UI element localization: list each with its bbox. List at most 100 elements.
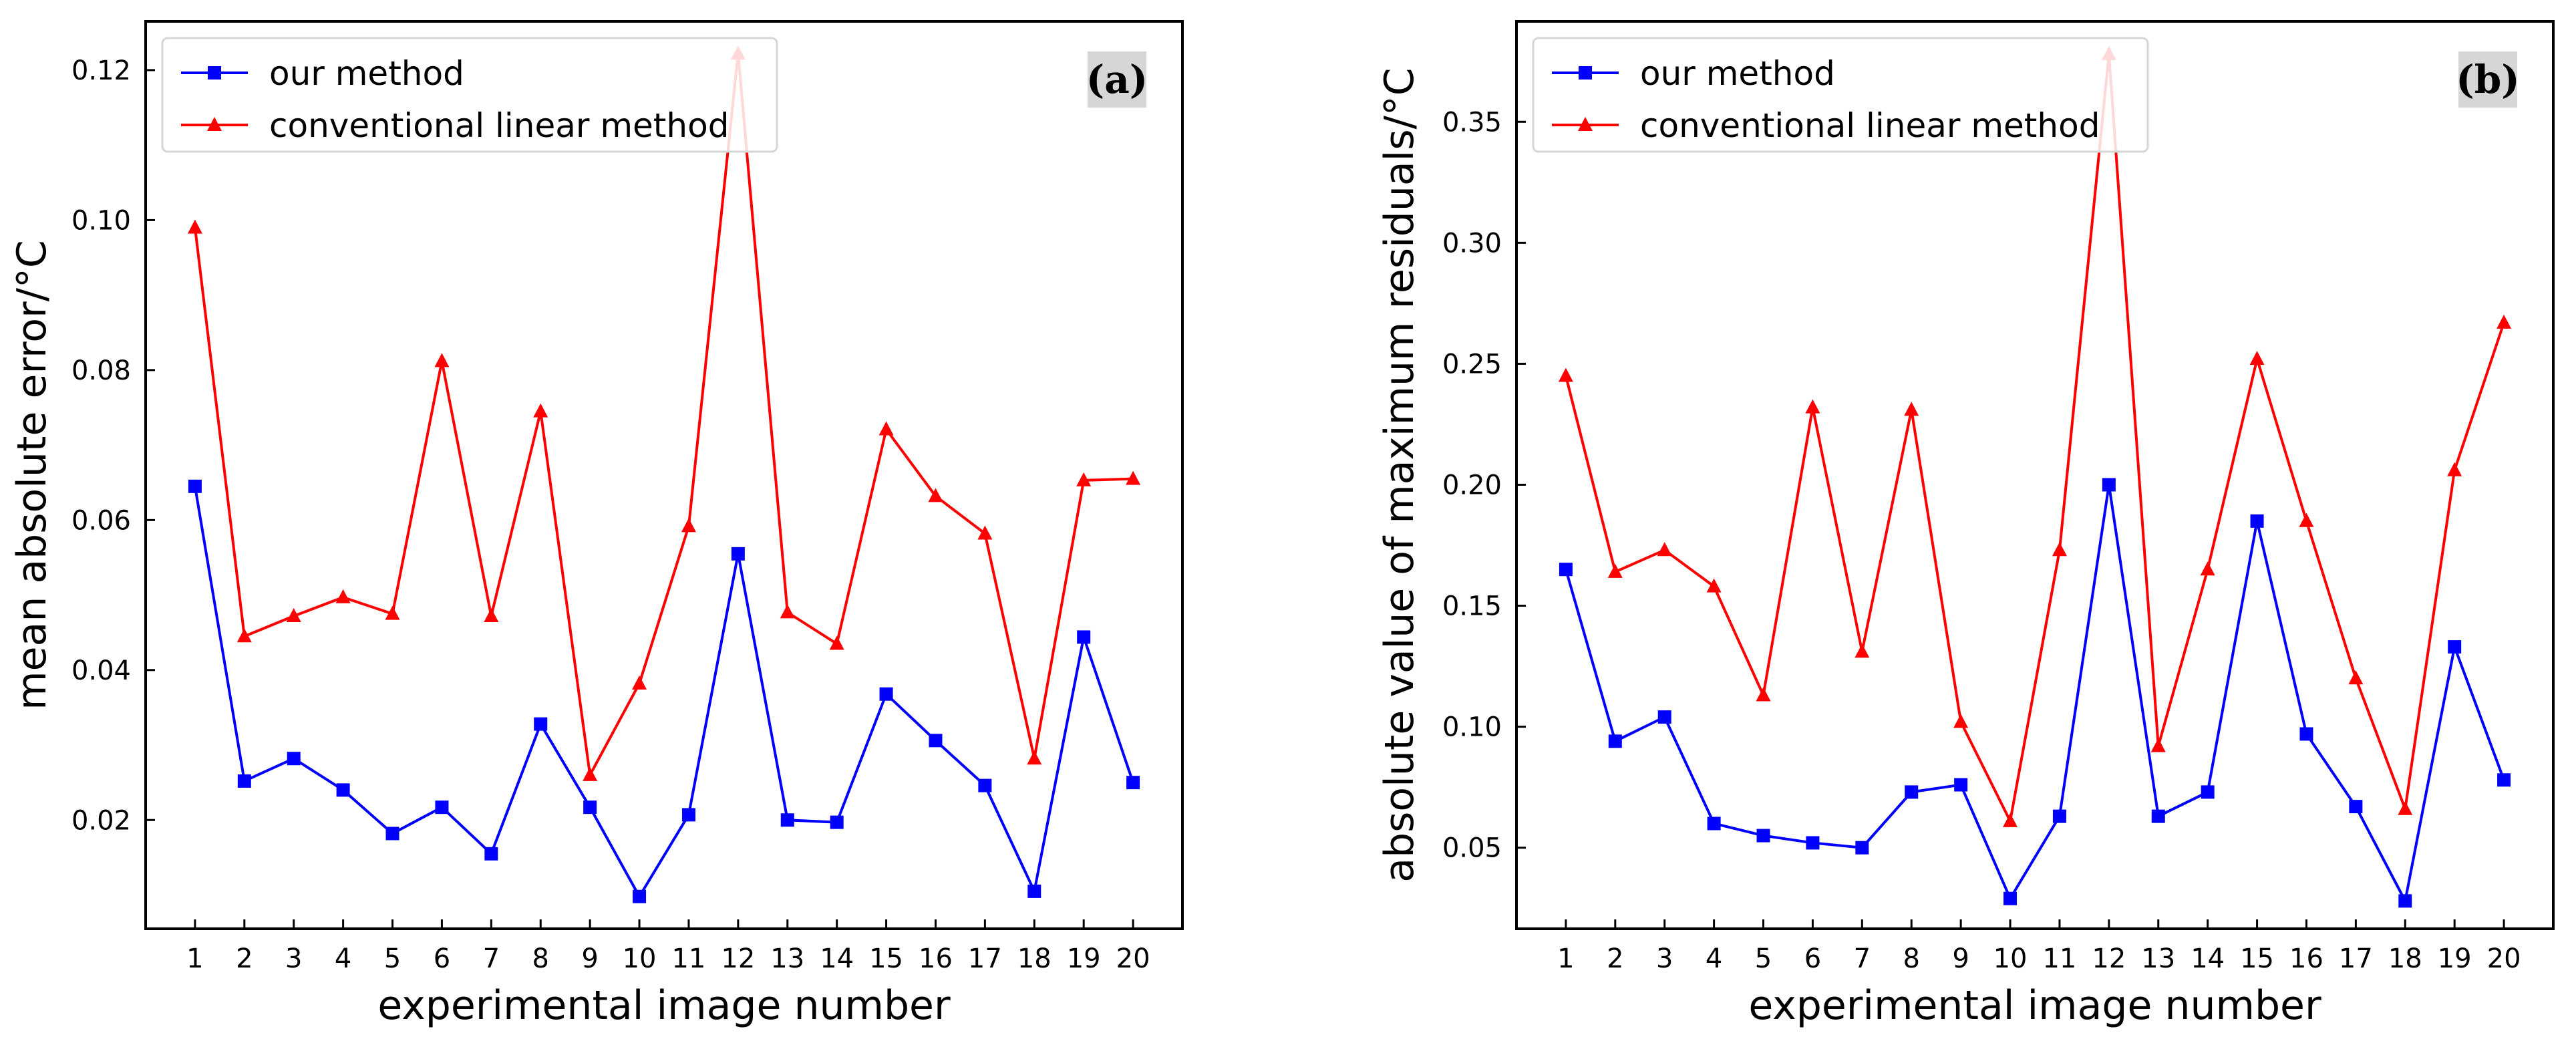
legend-label-conventional-method: conventional linear method bbox=[269, 106, 729, 145]
x-tick-label: 1 bbox=[186, 943, 203, 974]
data-point-our-method bbox=[1855, 841, 1869, 855]
x-tick-label: 4 bbox=[1706, 943, 1722, 974]
x-tick-label: 7 bbox=[483, 943, 500, 974]
data-point-our-method bbox=[780, 813, 794, 827]
data-point-conventional-method bbox=[2150, 738, 2166, 752]
x-tick-label: 2 bbox=[236, 943, 253, 974]
x-tick-label: 17 bbox=[968, 943, 1002, 974]
data-point-conventional-method bbox=[187, 219, 202, 234]
data-point-conventional-method bbox=[632, 676, 647, 690]
data-point-our-method bbox=[2102, 478, 2116, 492]
data-point-conventional-method bbox=[878, 421, 894, 436]
data-point-conventional-method bbox=[1027, 750, 1042, 765]
x-tick-label: 18 bbox=[2388, 943, 2422, 974]
y-tick-label: 0.30 bbox=[1442, 228, 1502, 259]
data-point-our-method bbox=[1954, 778, 1968, 792]
y-tick-label: 0.25 bbox=[1442, 349, 1502, 380]
data-point-our-method bbox=[237, 774, 251, 788]
chart-panel-b: 1 2 3 4 5 6 7 8 9 10 11 12 13 14 15 16 17 18 19 200.050.100… bbox=[1376, 20, 2555, 1029]
data-point-our-method bbox=[978, 778, 992, 792]
data-point-conventional-method bbox=[1756, 687, 1771, 702]
data-point-conventional-method bbox=[2398, 800, 2413, 815]
chart-panel-a: 1 2 3 4 5 6 7 8 9 10 11 12 13 14 15 16 17 18 19 200.020.040… bbox=[9, 20, 1184, 1029]
data-point-conventional-method bbox=[1657, 542, 1672, 557]
data-point-conventional-method bbox=[286, 607, 301, 622]
x-tick-label: 20 bbox=[1116, 943, 1150, 974]
data-point-conventional-method bbox=[2003, 812, 2018, 827]
data-point-our-method bbox=[2299, 727, 2313, 741]
x-tick-label: 5 bbox=[384, 943, 401, 974]
y-tick-label: 0.10 bbox=[1442, 712, 1502, 743]
x-tick-label: 10 bbox=[623, 943, 657, 974]
x-tick-label: 11 bbox=[671, 943, 705, 974]
data-point-conventional-method bbox=[829, 635, 844, 650]
data-point-conventional-method bbox=[2447, 462, 2462, 476]
data-point-our-method bbox=[1559, 563, 1573, 577]
data-point-conventional-method bbox=[1126, 470, 1141, 485]
x-tick-label: 17 bbox=[2339, 943, 2373, 974]
data-point-conventional-method bbox=[2200, 561, 2215, 576]
panel-label-box bbox=[2458, 51, 2517, 108]
data-point-our-method bbox=[287, 752, 301, 766]
data-point-our-method bbox=[435, 800, 449, 814]
data-point-conventional-method bbox=[928, 488, 943, 502]
x-tick-label: 1 bbox=[1557, 943, 1574, 974]
y-tick-label: 0.06 bbox=[71, 505, 131, 536]
data-point-our-method bbox=[1756, 829, 1770, 843]
y-axis-title: absolute value of maximum residuals/°C bbox=[1376, 67, 1423, 882]
data-point-our-method bbox=[929, 734, 943, 748]
x-tick-label: 13 bbox=[770, 943, 804, 974]
x-tick-label: 14 bbox=[2191, 943, 2225, 974]
y-tick-label: 0.35 bbox=[1442, 107, 1502, 138]
x-tick-label: 8 bbox=[1903, 943, 1920, 974]
x-tick-label: 15 bbox=[2240, 943, 2274, 974]
legend-label-our-method: our method bbox=[1640, 54, 1835, 93]
x-tick-label: 3 bbox=[285, 943, 302, 974]
data-point-our-method bbox=[879, 687, 893, 701]
x-tick-label: 10 bbox=[1993, 943, 2028, 974]
x-tick-label: 13 bbox=[2141, 943, 2175, 974]
x-tick-label: 14 bbox=[820, 943, 854, 974]
x-tick-label: 2 bbox=[1607, 943, 1623, 974]
data-point-our-method bbox=[2151, 809, 2165, 823]
data-point-conventional-method bbox=[1805, 399, 1820, 414]
series-line-conventional-method bbox=[1564, 53, 2505, 826]
data-point-conventional-method bbox=[780, 604, 795, 619]
data-point-conventional-method bbox=[2348, 670, 2364, 685]
data-point-our-method bbox=[385, 827, 399, 841]
x-tick-label: 8 bbox=[532, 943, 549, 974]
legend-marker-our-method bbox=[208, 66, 221, 80]
data-point-our-method bbox=[1707, 817, 1721, 831]
data-point-our-method bbox=[1027, 884, 1041, 898]
data-point-conventional-method bbox=[2249, 351, 2265, 365]
data-point-our-method bbox=[633, 889, 647, 903]
data-point-our-method bbox=[1608, 734, 1622, 748]
y-tick-label: 0.12 bbox=[71, 55, 131, 86]
x-tick-label: 9 bbox=[581, 943, 598, 974]
data-point-conventional-method bbox=[2497, 314, 2512, 329]
data-point-conventional-method bbox=[977, 525, 993, 540]
x-tick-label: 20 bbox=[2487, 943, 2521, 974]
y-tick-label: 0.02 bbox=[71, 805, 131, 836]
x-tick-label: 4 bbox=[335, 943, 351, 974]
data-point-our-method bbox=[336, 783, 350, 797]
data-point-conventional-method bbox=[434, 353, 450, 367]
x-tick-label: 6 bbox=[434, 943, 450, 974]
x-tick-label: 16 bbox=[919, 943, 953, 974]
data-point-conventional-method bbox=[484, 607, 499, 622]
plot-frame bbox=[1515, 20, 2555, 930]
y-tick-label: 0.08 bbox=[71, 355, 131, 386]
x-axis-title: experimental image number bbox=[1748, 982, 2321, 1029]
x-tick-label: 11 bbox=[2042, 943, 2076, 974]
data-point-conventional-method bbox=[1855, 643, 1870, 658]
data-point-our-method bbox=[1077, 630, 1091, 644]
data-point-conventional-method bbox=[1558, 367, 1573, 382]
legend-label-our-method: our method bbox=[269, 54, 464, 93]
x-tick-label: 5 bbox=[1755, 943, 1772, 974]
data-point-conventional-method bbox=[1076, 472, 1092, 486]
x-tick-label: 6 bbox=[1804, 943, 1821, 974]
x-tick-label: 3 bbox=[1656, 943, 1673, 974]
x-tick-label: 15 bbox=[869, 943, 903, 974]
x-axis-title: experimental image number bbox=[377, 982, 951, 1029]
